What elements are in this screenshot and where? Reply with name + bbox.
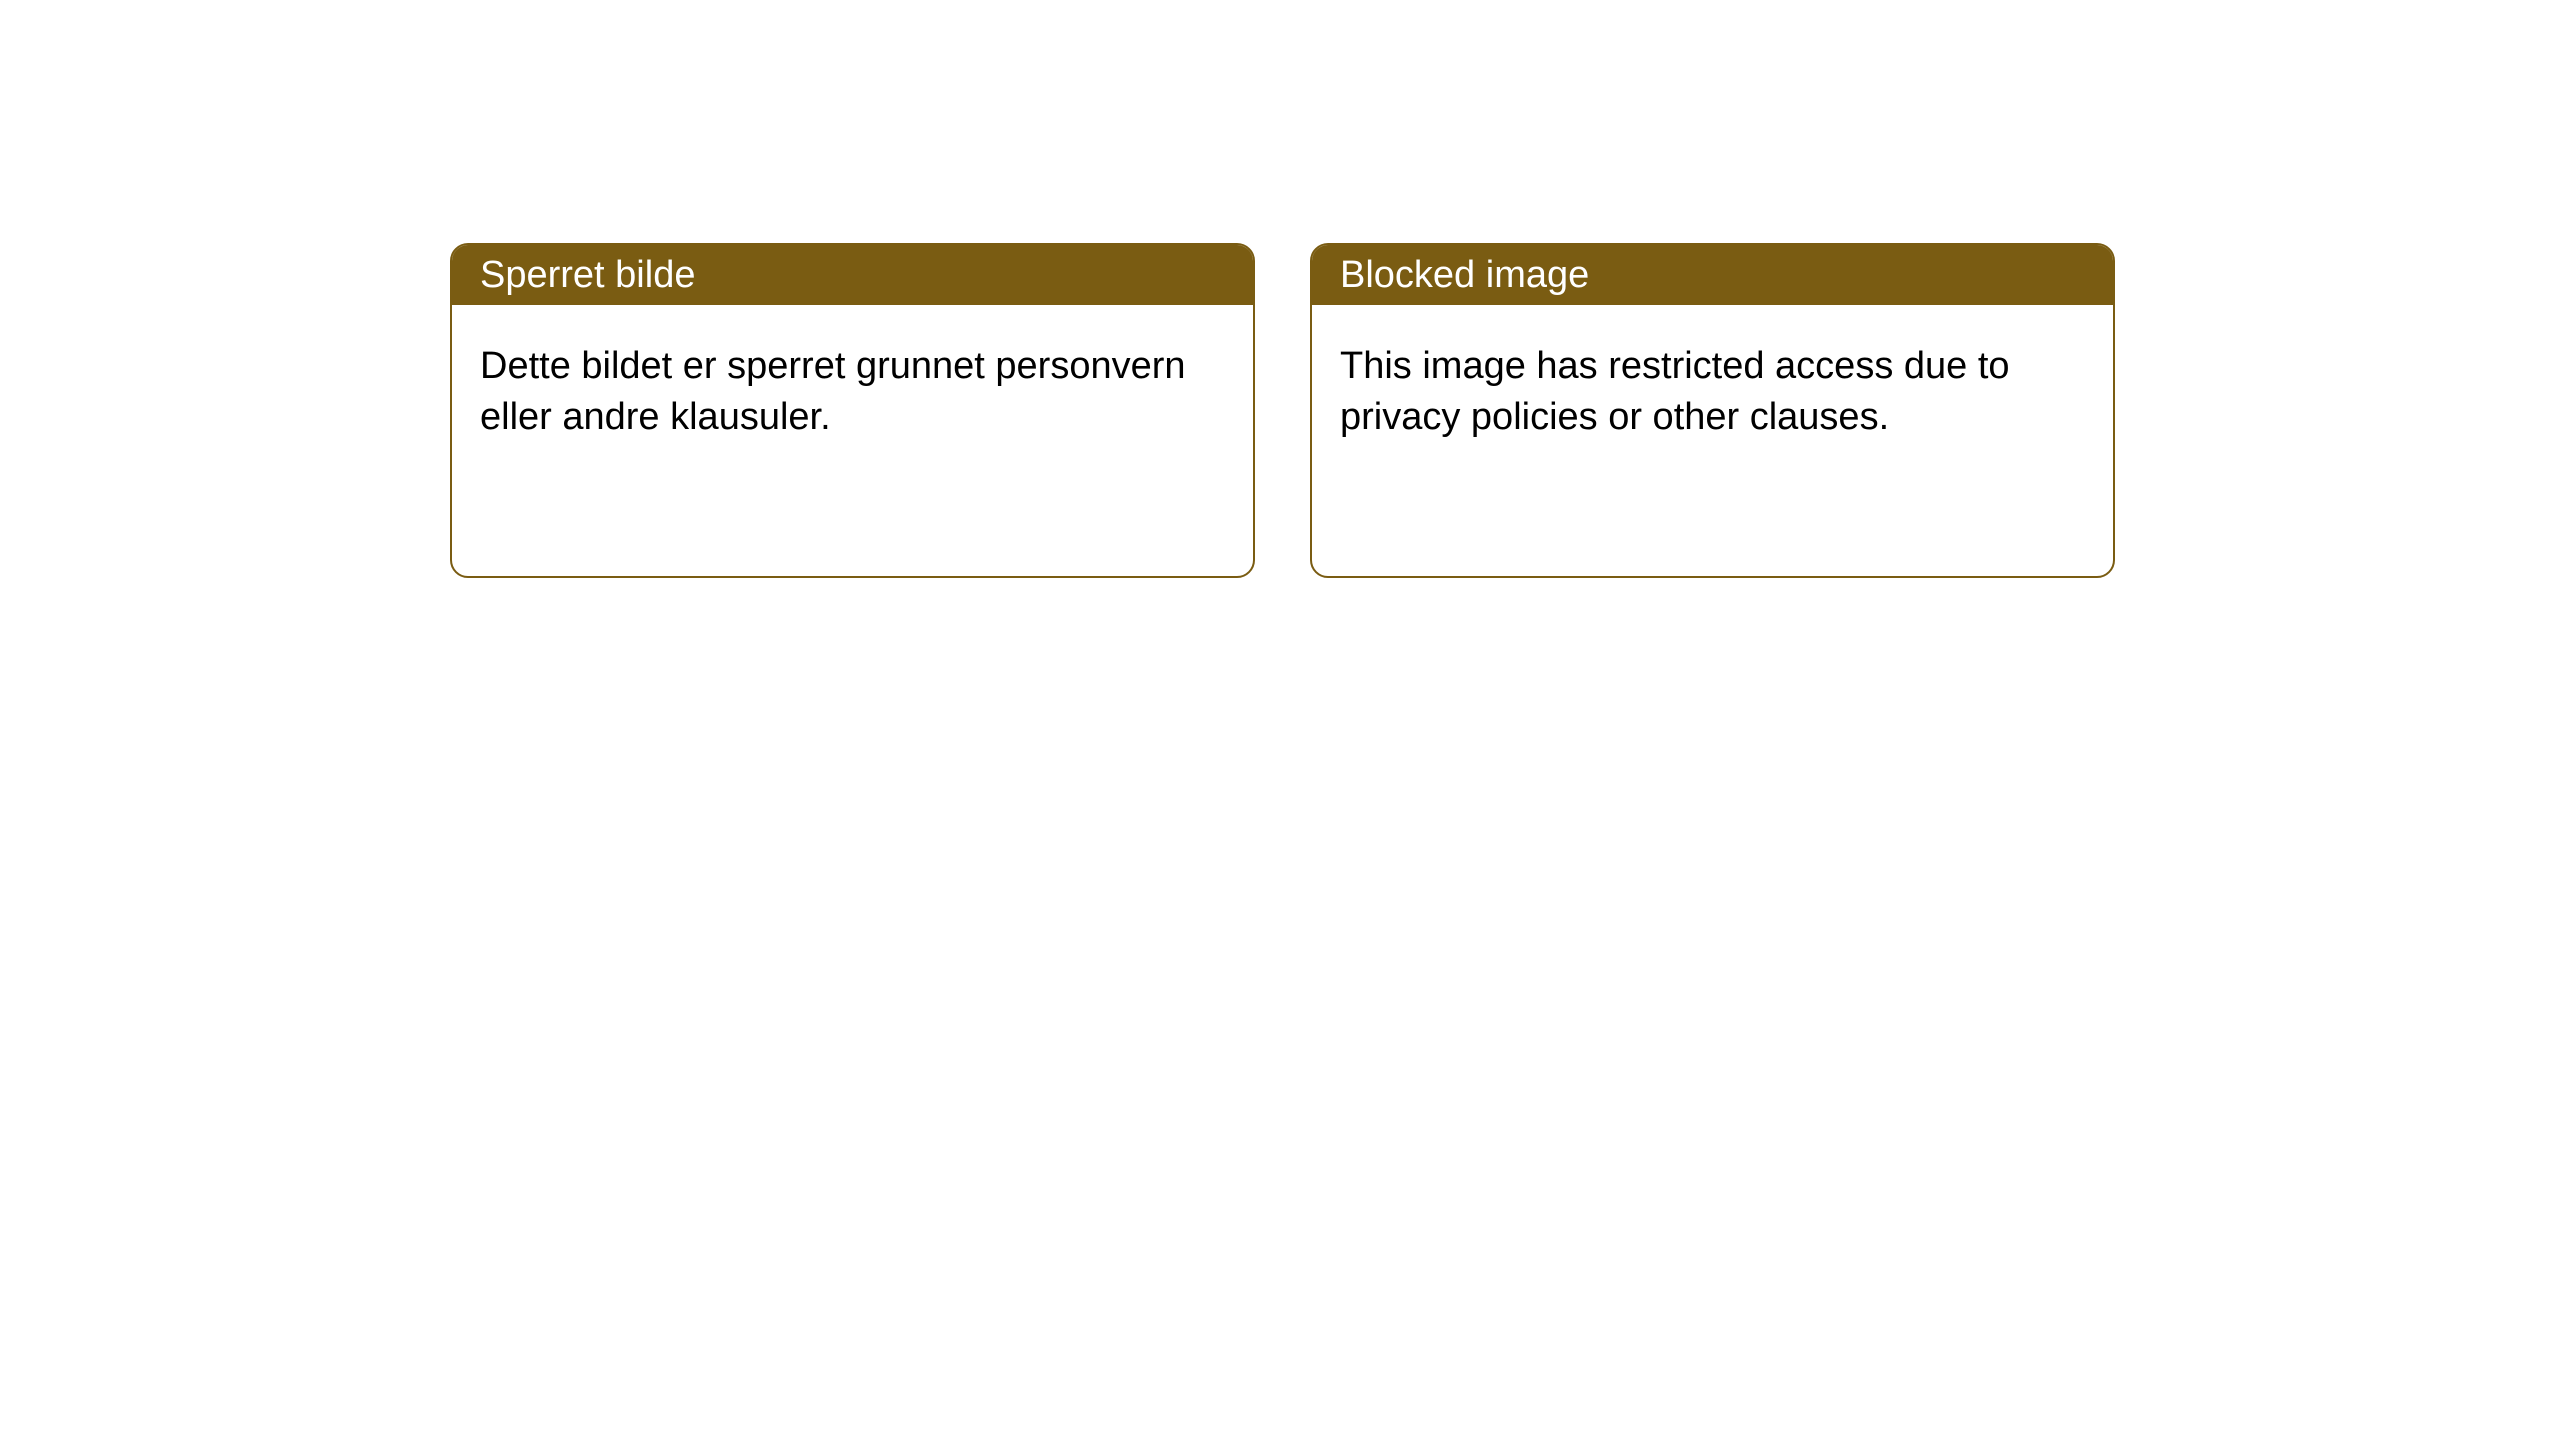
- notice-cards-container: Sperret bilde Dette bildet er sperret gr…: [450, 243, 2115, 578]
- notice-body: Dette bildet er sperret grunnet personve…: [452, 305, 1253, 480]
- notice-card-norwegian: Sperret bilde Dette bildet er sperret gr…: [450, 243, 1255, 578]
- notice-title: Blocked image: [1340, 254, 1589, 297]
- notice-title: Sperret bilde: [480, 254, 695, 297]
- notice-header: Sperret bilde: [452, 245, 1253, 305]
- notice-body: This image has restricted access due to …: [1312, 305, 2113, 480]
- notice-text: This image has restricted access due to …: [1340, 345, 2010, 438]
- notice-card-english: Blocked image This image has restricted …: [1310, 243, 2115, 578]
- notice-text: Dette bildet er sperret grunnet personve…: [480, 345, 1186, 438]
- notice-header: Blocked image: [1312, 245, 2113, 305]
